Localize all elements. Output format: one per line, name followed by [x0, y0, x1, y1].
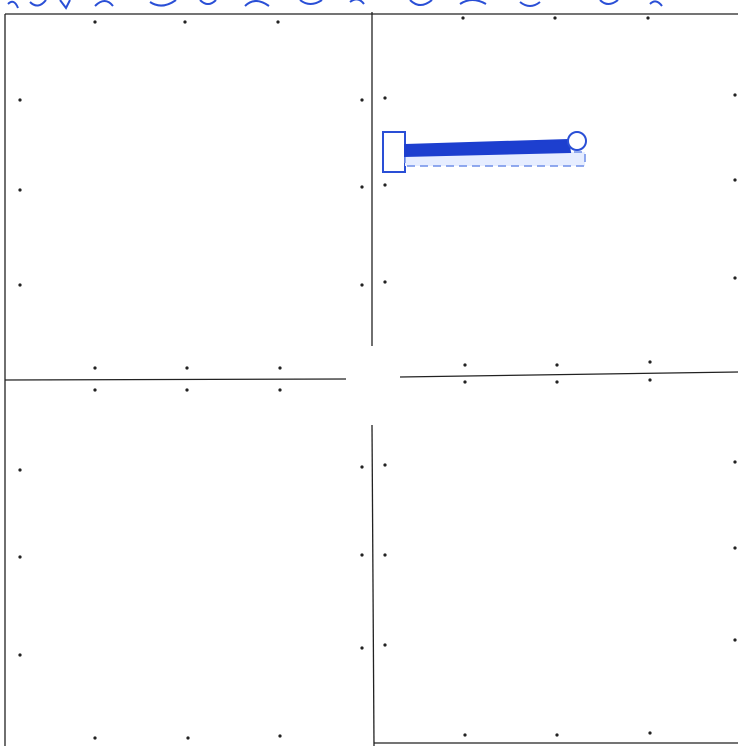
grid-dot	[463, 363, 467, 367]
grid-dot	[278, 366, 282, 370]
grid-dot	[278, 734, 282, 738]
grid-dot	[185, 388, 189, 392]
grid-dot	[93, 366, 97, 370]
grid-dot	[383, 553, 387, 557]
grid-dot	[733, 276, 737, 280]
grid-dot	[360, 98, 364, 102]
grid-dot	[383, 463, 387, 467]
grid-dot	[93, 736, 97, 740]
grid-dot	[93, 20, 97, 24]
grid-dot	[18, 283, 22, 287]
grid-dot	[646, 16, 650, 20]
grid-dot	[360, 283, 364, 287]
grid-dot	[360, 185, 364, 189]
grid-dot	[461, 16, 465, 20]
grid-dot	[360, 465, 364, 469]
grid-dot	[383, 280, 387, 284]
grid-dot	[555, 363, 559, 367]
grid-dot	[276, 20, 280, 24]
handwriting	[7, 0, 663, 10]
grid-dot	[733, 93, 737, 97]
slider-thumb[interactable]	[567, 131, 587, 151]
grid-dot	[383, 643, 387, 647]
grid-dot	[463, 733, 467, 737]
grid-dot	[18, 188, 22, 192]
grid-dot	[648, 378, 652, 382]
grid-dot	[18, 653, 22, 657]
grid-dot	[733, 546, 737, 550]
grid-dot	[555, 380, 559, 384]
grid-dot	[18, 98, 22, 102]
slider[interactable]	[382, 131, 587, 173]
grid-dot	[18, 555, 22, 559]
grid-dot	[360, 646, 364, 650]
grid-dot	[733, 178, 737, 182]
slider-fill	[404, 138, 572, 158]
grid-dot	[360, 553, 364, 557]
grid-dot	[733, 460, 737, 464]
grid-dot	[733, 638, 737, 642]
grid-dot	[183, 20, 187, 24]
grid-dot	[185, 366, 189, 370]
grid-dots	[18, 16, 737, 740]
divider-horizontal	[399, 371, 738, 378]
grid-dot	[93, 388, 97, 392]
grid-dot	[383, 183, 387, 187]
grid-dot	[186, 736, 190, 740]
grid-dot	[553, 16, 557, 20]
divider-vertical	[371, 424, 375, 746]
grid-dot	[278, 388, 282, 392]
grid-dot	[383, 96, 387, 100]
grid-dot	[463, 380, 467, 384]
grid-dot	[648, 731, 652, 735]
divider-horizontal	[4, 378, 347, 381]
grid-dot	[648, 360, 652, 364]
grid-dot	[18, 468, 22, 472]
grid-dot	[555, 733, 559, 737]
